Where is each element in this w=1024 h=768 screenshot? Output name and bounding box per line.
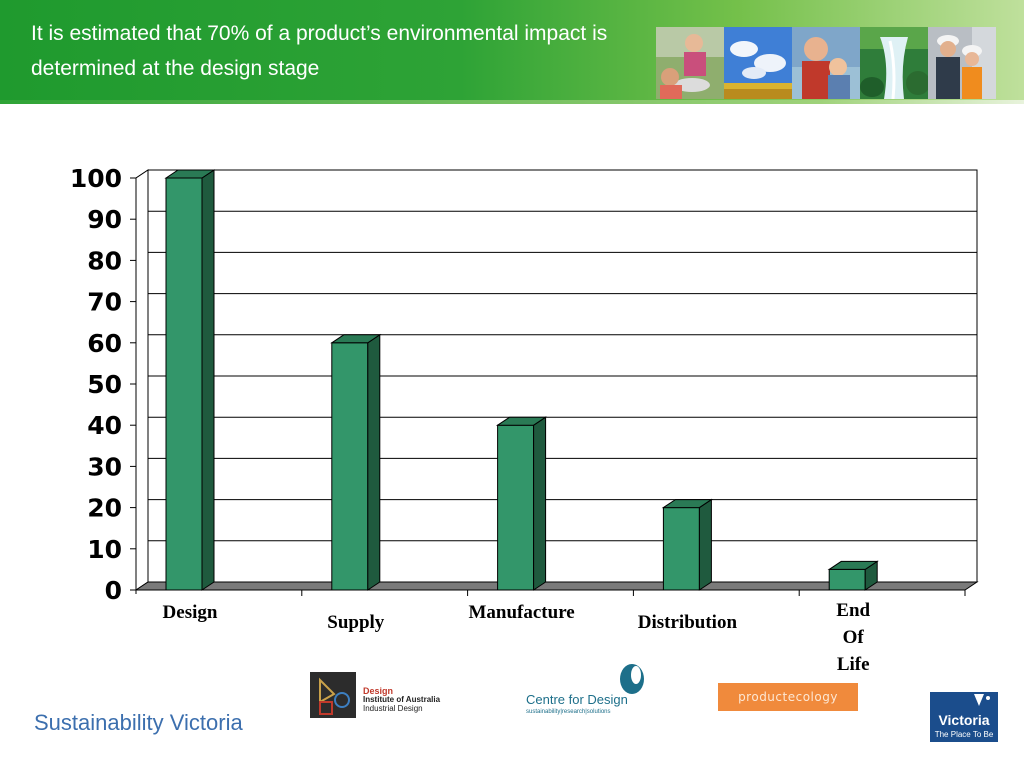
victoria-logo: Victoria The Place To Be <box>930 692 998 742</box>
gridlines <box>135 169 978 591</box>
category-label-manufacture: Manufacture <box>452 599 592 626</box>
bar-distribution <box>661 498 714 591</box>
category-label-line-0: End <box>836 600 871 621</box>
dia-logo-line3: Industrial Design <box>363 704 423 713</box>
grandfather-and-child-photo <box>792 27 860 99</box>
bar-manufacture <box>495 416 548 591</box>
dia-logo-line1: Design <box>363 686 394 696</box>
bar-chart: 0 10 20 30 40 50 60 70 80 90 100 <box>70 164 979 600</box>
slide-title: It is estimated that 70% of a product’s … <box>31 22 608 80</box>
bars <box>164 169 879 591</box>
y-tick-label-90: 90 <box>87 205 122 234</box>
bar-side <box>201 169 215 591</box>
category-label-line-0: Distribution <box>637 612 738 633</box>
construction-workers-photo <box>928 27 996 99</box>
title-banner: It is estimated that 70% of a product’s … <box>0 0 1024 100</box>
category-label-distribution: Distribution <box>617 609 757 636</box>
y-tick-label-60: 60 <box>87 329 122 358</box>
cfd-logo-line1: Centre for Design <box>526 692 628 707</box>
category-label-supply: Supply <box>286 609 426 636</box>
category-label-end-of-life: End Of Life <box>783 597 923 678</box>
category-label-line-2: Life <box>836 654 870 675</box>
bar-supply <box>330 333 382 591</box>
category-label-line-0: Supply <box>327 612 385 633</box>
bar-face <box>165 177 203 591</box>
design-institute-mark-icon <box>310 672 356 718</box>
productecology-logo: productecology <box>718 683 858 711</box>
sustainability-victoria-brand: Sustainability Victoria <box>34 710 243 735</box>
y-tick-label-80: 80 <box>87 246 122 275</box>
category-label-design: Design <box>120 599 260 626</box>
waterfall-photo <box>860 27 928 99</box>
category-label-line-0: Manufacture <box>468 602 575 623</box>
bar-side <box>533 416 547 591</box>
y-tick-labels: 0 10 20 30 40 50 60 70 80 90 100 <box>70 164 122 600</box>
bar-side <box>367 333 381 591</box>
bar-face <box>828 568 866 591</box>
cfd-logo-line2: sustainability|research|solutions <box>526 709 611 715</box>
bar-design <box>164 169 216 591</box>
bar-face <box>662 507 700 591</box>
dia-logo-line2: Institute of Australia <box>363 695 441 704</box>
y-tick-label-20: 20 <box>87 494 122 523</box>
y-tick-label-10: 10 <box>87 535 122 564</box>
banner-stripe <box>0 100 1024 104</box>
bar-side <box>698 498 712 591</box>
centre-for-design-mark-icon <box>620 664 644 694</box>
bar-end-of-life <box>827 560 879 591</box>
bar-face <box>497 424 535 591</box>
bar-top <box>164 169 216 179</box>
y-tick-label-50: 50 <box>87 370 122 399</box>
victoria-logo-tagline: The Place To Be <box>934 730 994 739</box>
bar-top <box>495 416 548 426</box>
bar-top <box>661 499 714 509</box>
photo-strip <box>656 27 997 99</box>
sky-and-field-photo <box>724 27 792 99</box>
victoria-logo-name: Victoria <box>938 712 990 728</box>
category-label-line-1: Of <box>842 627 864 648</box>
y-tick-label-100: 100 <box>70 164 122 193</box>
victoria-mark-icon <box>974 694 990 706</box>
centre-for-design-logo: Centre for Design sustainability|researc… <box>526 662 650 720</box>
woman-with-cookware-photo <box>656 27 724 99</box>
plot-side-wall <box>135 169 149 591</box>
y-tick-label-40: 40 <box>87 411 122 440</box>
design-institute-logo: Design Institute of Australia Industrial… <box>310 672 460 720</box>
bar-face <box>331 342 369 591</box>
bar-top <box>827 560 879 570</box>
y-tick-label-30: 30 <box>87 452 122 481</box>
y-tick-label-70: 70 <box>87 288 122 317</box>
category-label-line-0: Design <box>162 602 218 623</box>
bar-top <box>330 334 382 344</box>
y-tick-label-0: 0 <box>105 576 122 600</box>
